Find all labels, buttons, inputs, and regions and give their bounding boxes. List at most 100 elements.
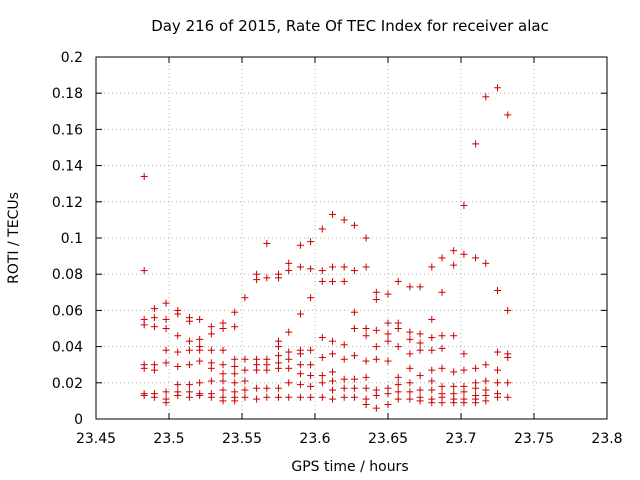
data-point <box>307 346 315 354</box>
data-point <box>406 283 414 291</box>
data-point <box>275 384 282 392</box>
data-point <box>350 308 358 316</box>
data-point <box>472 384 480 392</box>
data-point <box>140 267 148 275</box>
data-point <box>150 314 158 322</box>
data-point <box>174 391 182 399</box>
data-point <box>140 321 148 329</box>
data-point <box>372 404 380 412</box>
y-axis-label: ROTI / TECUs <box>6 192 22 284</box>
x-tick-label: 23.45 <box>76 431 116 447</box>
data-point <box>416 330 424 338</box>
data-point <box>482 361 490 369</box>
data-point <box>372 391 380 399</box>
data-point <box>428 386 436 394</box>
data-point <box>241 366 249 374</box>
data-point <box>406 328 414 336</box>
data-point <box>318 353 326 361</box>
data-point <box>460 388 468 396</box>
data-point <box>196 335 204 343</box>
data-point <box>450 368 458 376</box>
data-point <box>482 377 490 385</box>
data-point <box>460 250 468 258</box>
data-point <box>207 323 215 331</box>
data-point <box>362 325 370 332</box>
data-point <box>231 370 239 378</box>
chart-title: Day 216 of 2015, Rate Of TEC Index for r… <box>151 17 549 35</box>
data-point <box>394 373 402 381</box>
data-point <box>296 393 304 401</box>
data-point <box>394 325 402 332</box>
data-point <box>329 337 337 345</box>
data-point <box>416 283 424 291</box>
data-point <box>494 84 501 92</box>
data-point <box>482 259 490 267</box>
data-point <box>296 350 304 358</box>
data-point <box>162 299 170 307</box>
data-point <box>207 330 215 338</box>
data-point <box>504 379 512 387</box>
data-point <box>185 381 193 389</box>
data-point <box>438 344 446 352</box>
data-point <box>185 317 193 325</box>
data-point <box>174 348 182 356</box>
y-tick-label: 0.18 <box>52 86 83 102</box>
data-point <box>504 306 512 314</box>
data-point <box>438 399 446 407</box>
data-point <box>275 343 282 351</box>
data-point <box>263 366 271 374</box>
data-point <box>460 201 468 209</box>
data-point <box>219 397 227 405</box>
data-point <box>307 265 315 273</box>
data-point <box>318 225 326 233</box>
data-point <box>329 368 337 376</box>
y-tick-label: 0.16 <box>52 122 83 138</box>
data-point <box>394 277 402 285</box>
data-point <box>406 335 414 343</box>
data-point <box>329 210 337 218</box>
data-point <box>504 111 512 119</box>
data-point <box>207 393 215 401</box>
data-point <box>372 343 380 351</box>
data-point <box>460 366 468 374</box>
x-tick-label: 23.6 <box>299 431 330 447</box>
data-point <box>318 277 326 285</box>
data-point <box>241 355 249 363</box>
data-point <box>296 381 304 389</box>
data-point <box>241 377 249 385</box>
data-point <box>296 310 304 318</box>
data-point <box>150 323 158 331</box>
data-point <box>219 370 227 378</box>
data-point <box>263 239 271 247</box>
data-point <box>416 346 424 354</box>
data-point <box>438 382 446 390</box>
data-point <box>384 319 392 327</box>
data-point <box>231 363 239 371</box>
data-point <box>406 364 414 372</box>
data-point <box>196 315 204 323</box>
data-point <box>350 384 358 392</box>
data-point <box>362 332 370 340</box>
data-point <box>384 337 392 345</box>
data-point <box>285 355 293 363</box>
data-point <box>307 294 315 302</box>
data-point <box>350 375 358 383</box>
data-point <box>350 221 358 229</box>
data-point <box>428 263 436 271</box>
data-point <box>416 339 424 347</box>
data-point <box>362 373 370 381</box>
data-point <box>428 377 436 385</box>
data-point <box>185 393 193 401</box>
data-point <box>207 364 215 372</box>
data-point <box>253 276 261 284</box>
data-point <box>350 393 358 401</box>
data-point <box>350 325 358 332</box>
data-point <box>263 384 271 392</box>
data-point <box>150 305 158 313</box>
data-point <box>253 395 261 403</box>
data-point <box>350 352 358 360</box>
data-point <box>196 379 204 387</box>
data-point <box>372 326 380 334</box>
data-point <box>340 263 348 271</box>
data-point <box>296 370 304 378</box>
